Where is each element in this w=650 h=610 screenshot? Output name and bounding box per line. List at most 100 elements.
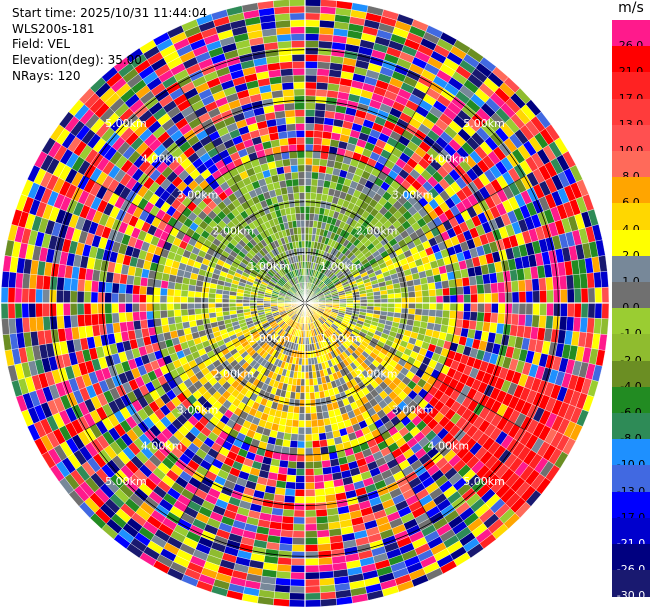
ppi-cell xyxy=(498,292,506,304)
ppi-cell xyxy=(309,385,315,393)
ppi-cell xyxy=(278,459,289,469)
ppi-cell xyxy=(166,288,175,297)
ppi-cell xyxy=(317,550,332,559)
ppi-cell xyxy=(132,311,141,322)
ppi-cell xyxy=(313,384,320,393)
ppi-cell xyxy=(314,102,327,111)
ppi-cell xyxy=(273,591,290,600)
ppi-cell xyxy=(304,171,313,179)
ppi-cell xyxy=(194,297,202,304)
ppi-cell xyxy=(125,293,133,304)
ppi-cell xyxy=(295,475,306,483)
ppi-cell xyxy=(594,287,603,304)
ppi-cell xyxy=(311,171,319,180)
ppi-cell xyxy=(304,509,317,518)
ppi-cell xyxy=(21,288,30,304)
ppi-cell xyxy=(441,280,450,289)
ppi-cell xyxy=(304,164,313,173)
ppi-cell xyxy=(318,165,327,174)
ppi-cell xyxy=(304,413,312,421)
ppi-cell xyxy=(525,290,534,304)
ppi-cell xyxy=(221,298,230,304)
ppi-cell xyxy=(477,293,485,304)
ppi-cell xyxy=(294,392,301,400)
ppi-cell xyxy=(304,502,316,511)
ppi-cell xyxy=(14,287,23,304)
ppi-cell xyxy=(441,317,450,326)
ppi-cell xyxy=(35,316,45,332)
ppi-cell xyxy=(456,310,464,320)
ppi-cell xyxy=(511,302,520,315)
ppi-cell xyxy=(292,412,300,421)
ppi-cell xyxy=(394,302,402,309)
ppi-cell xyxy=(278,543,293,552)
ppi-cell xyxy=(394,307,402,314)
ppi-cell xyxy=(228,306,237,312)
ppi-cell xyxy=(470,302,478,313)
ppi-cell xyxy=(442,287,451,296)
ppi-cell xyxy=(517,314,526,327)
ppi-cell xyxy=(28,288,37,304)
ppi-cell xyxy=(291,558,306,566)
ppi-cell xyxy=(188,314,196,322)
ppi-cell xyxy=(546,302,554,317)
ppi-cell xyxy=(476,311,485,322)
ppi-cell xyxy=(415,302,423,310)
ppi-cell xyxy=(35,274,45,290)
ppi-cell xyxy=(317,543,332,552)
ppi-cell xyxy=(560,302,568,317)
ppi-cell xyxy=(304,447,314,456)
ppi-cell xyxy=(415,296,423,304)
ppi-cell xyxy=(434,281,443,290)
ppi-cell xyxy=(304,5,321,14)
ppi-cell xyxy=(316,522,329,531)
ppi-cell xyxy=(111,312,120,324)
ppi-cell xyxy=(318,33,334,43)
ppi-cell xyxy=(461,319,471,330)
ppi-cell xyxy=(304,12,321,21)
ppi-cell xyxy=(166,309,175,318)
ppi-cell xyxy=(407,285,416,293)
ppi-cell xyxy=(187,308,196,316)
ppi-cell xyxy=(321,137,332,147)
ppi-cell xyxy=(139,285,148,295)
ppi-cell xyxy=(314,495,327,504)
ppi-cell xyxy=(104,302,112,314)
ppi-cell xyxy=(292,530,306,539)
ppi-cell xyxy=(304,516,317,525)
ppi-cell xyxy=(288,454,298,462)
ppi-cell xyxy=(545,315,554,330)
ppi-cell xyxy=(304,475,315,483)
ppi-cell xyxy=(421,308,430,317)
ppi-cell xyxy=(187,296,195,304)
ppi-cell xyxy=(319,158,328,167)
ppi-cell xyxy=(283,495,296,504)
ppi-cell xyxy=(284,488,296,497)
ppi-cell xyxy=(315,95,327,104)
ppi-cell xyxy=(538,315,547,329)
ppi-cell xyxy=(304,130,315,138)
ppi-cell xyxy=(304,206,311,214)
ppi-cell xyxy=(201,302,209,309)
ppi-cell xyxy=(314,391,321,400)
ppi-cell xyxy=(293,405,300,414)
ppi-cell xyxy=(289,585,306,594)
ppi-cell xyxy=(282,439,291,448)
ppi-cell xyxy=(428,289,437,297)
ppi-cell xyxy=(304,489,316,497)
ppi-cell xyxy=(304,461,314,469)
ppi-cell xyxy=(1,271,10,288)
ppi-cell xyxy=(132,302,140,313)
ppi-cell xyxy=(304,385,310,393)
ppi-cell xyxy=(315,88,328,98)
ppi-cell xyxy=(310,185,318,194)
ppi-cell xyxy=(291,426,299,435)
ppi-cell xyxy=(304,40,319,48)
ppi-cell xyxy=(145,302,154,312)
ppi-cell xyxy=(304,482,315,490)
ppi-cell xyxy=(132,293,140,304)
ppi-cell xyxy=(300,385,306,393)
ppi-cell xyxy=(387,298,395,304)
ppi-cell xyxy=(601,302,610,320)
ppi-cell xyxy=(313,130,324,139)
